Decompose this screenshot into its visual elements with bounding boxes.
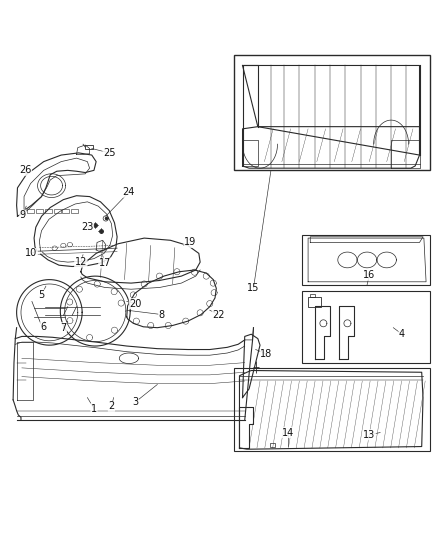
Text: 9: 9 [20, 210, 26, 220]
Bar [27, 209, 34, 213]
Bar [54, 209, 61, 213]
Text: 20: 20 [129, 298, 142, 309]
Bar [234, 368, 430, 451]
Bar [71, 209, 78, 213]
Text: 17: 17 [99, 258, 111, 268]
Text: 16: 16 [363, 270, 375, 280]
Text: 7: 7 [60, 322, 66, 333]
Text: 3: 3 [132, 397, 139, 407]
Bar [310, 294, 315, 297]
Text: 12: 12 [75, 257, 87, 267]
Text: 18: 18 [260, 349, 273, 359]
Text: 10: 10 [25, 248, 38, 259]
Text: 25: 25 [103, 148, 115, 158]
Bar [45, 209, 52, 213]
Text: 1: 1 [91, 403, 97, 414]
Text: 24: 24 [123, 187, 135, 197]
Bar [270, 443, 275, 447]
Text: 23: 23 [81, 222, 94, 232]
Text: 2: 2 [108, 401, 114, 411]
Bar [308, 297, 321, 306]
Bar [62, 209, 69, 213]
Bar [302, 235, 430, 285]
Bar [36, 209, 43, 213]
Text: 13: 13 [363, 430, 375, 440]
Text: 4: 4 [399, 329, 405, 339]
Bar [85, 145, 93, 149]
Bar [302, 290, 430, 362]
Text: 6: 6 [41, 322, 47, 332]
Text: 15: 15 [247, 284, 260, 293]
Text: 8: 8 [159, 310, 165, 320]
Text: 19: 19 [184, 238, 196, 247]
Text: 14: 14 [282, 427, 295, 438]
Text: 22: 22 [212, 310, 225, 320]
Text: 5: 5 [38, 290, 45, 300]
Bar [234, 54, 430, 171]
Text: 26: 26 [19, 165, 31, 175]
